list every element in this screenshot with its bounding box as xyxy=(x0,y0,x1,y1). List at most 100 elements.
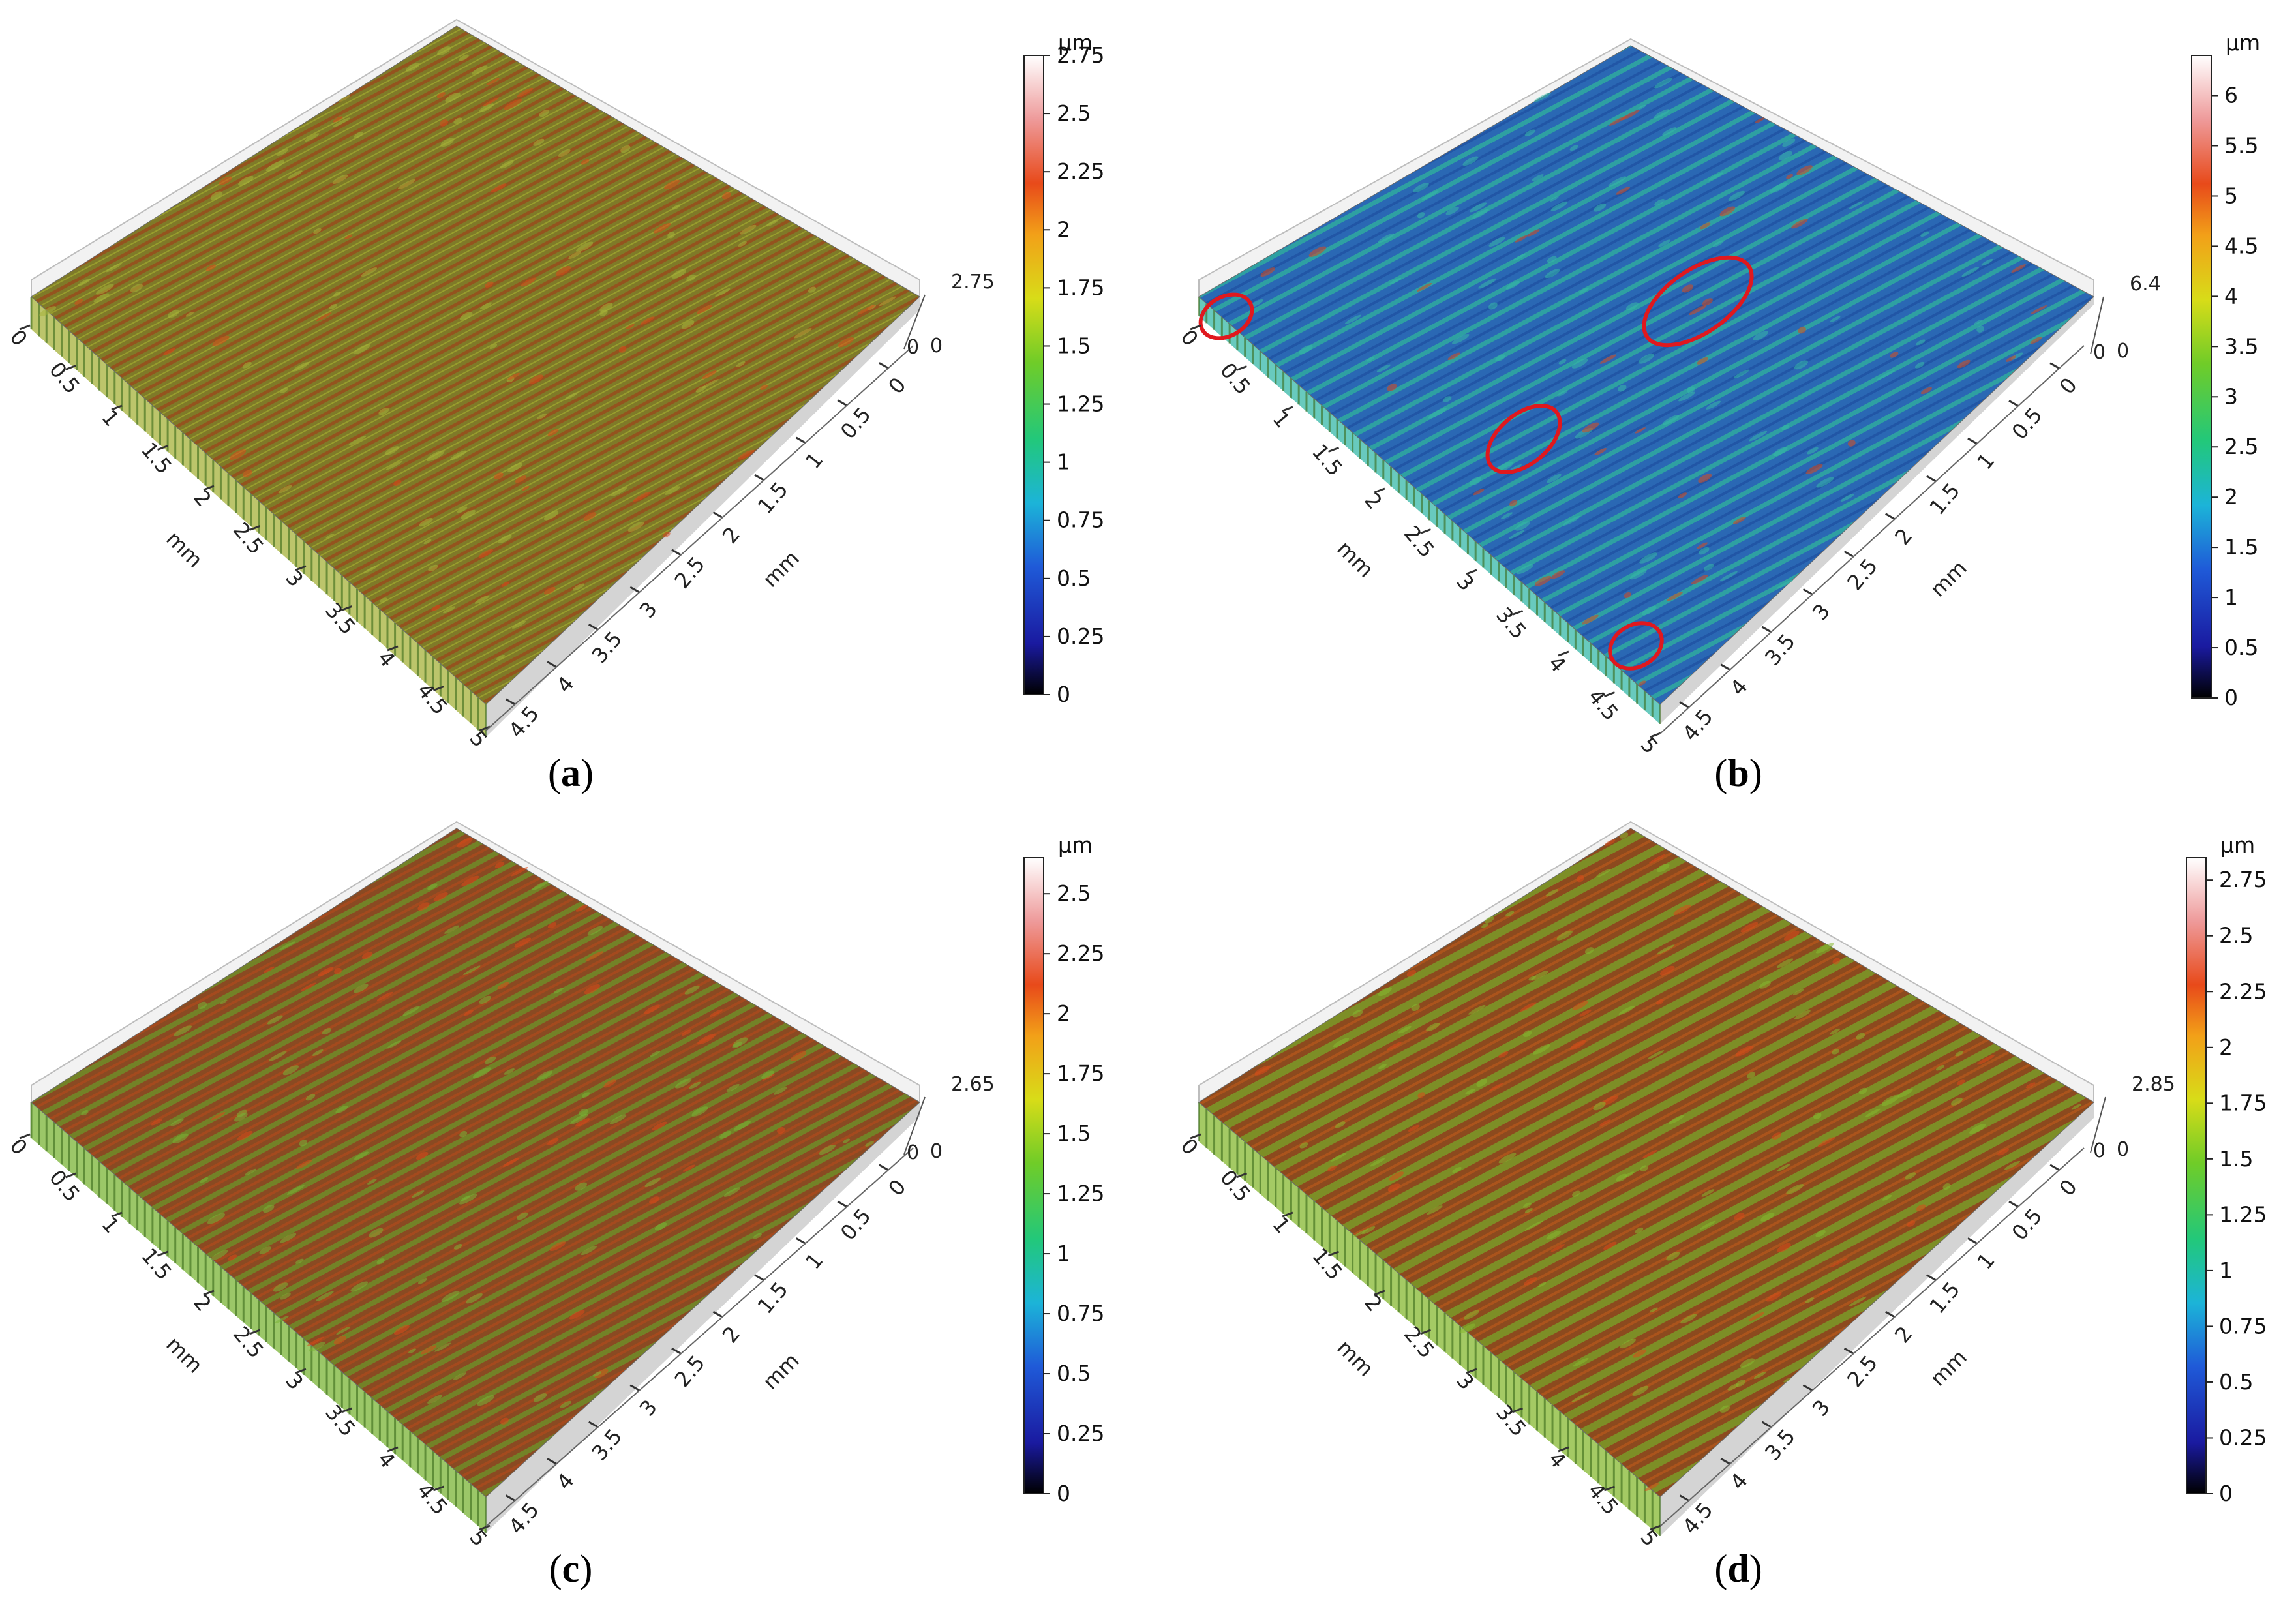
surface-texture-mark xyxy=(2006,355,2017,362)
surface-texture-mark xyxy=(279,941,295,951)
x-axis-tick xyxy=(1190,1133,1201,1140)
surface-texture-mark xyxy=(575,1182,587,1191)
x-axis-tick-label: 5 xyxy=(1635,732,1663,759)
surface-texture-mark xyxy=(444,925,460,934)
y-axis-tick xyxy=(629,1384,641,1391)
y-axis-tick xyxy=(1679,1494,1689,1502)
surface-texture-mark xyxy=(434,1342,451,1352)
x-axis-tick xyxy=(387,1446,399,1453)
surface-texture-mark xyxy=(1667,592,1683,601)
surface-texture-mark xyxy=(667,232,675,239)
y-axis-line xyxy=(1659,1147,2085,1527)
surface-texture-mark xyxy=(460,509,476,520)
surface-texture-mark xyxy=(1361,1226,1376,1235)
surface-texture-mark xyxy=(1749,1312,1764,1321)
colorbar-tick-label: 1 xyxy=(1057,1241,1070,1266)
surface-texture-mark xyxy=(1408,1124,1420,1132)
surface-texture-mark xyxy=(1608,176,1627,187)
surface-texture-mark xyxy=(1847,440,1856,447)
y-axis-origin-label: 0 xyxy=(907,336,919,359)
surface-texture-mark xyxy=(1389,1171,1404,1181)
surface-texture-mark xyxy=(1654,109,1670,119)
surface-texture-mark xyxy=(521,277,537,287)
surface-texture-mark xyxy=(740,224,757,235)
surface-texture-mark xyxy=(1656,863,1670,873)
surface-texture-mark xyxy=(2071,1104,2081,1110)
x-axis-tick-label: 0 xyxy=(5,1134,32,1160)
surface-texture-mark xyxy=(879,296,896,307)
y-axis-tick xyxy=(629,586,641,594)
x-axis-tick xyxy=(1419,528,1432,534)
surface-texture-mark xyxy=(1766,1292,1782,1302)
surface-texture-mark xyxy=(761,1070,774,1079)
surface-texture-mark xyxy=(671,204,681,210)
surface-texture-mark xyxy=(1920,231,1929,237)
y-axis-tick-label: 2.5 xyxy=(670,1351,710,1392)
colorbar-tick-label: 5 xyxy=(2224,183,2238,208)
surface-texture-mark xyxy=(2011,264,2027,273)
surface-texture-mark xyxy=(583,512,597,521)
surface-texture-mark xyxy=(640,316,655,325)
surface-texture-mark xyxy=(417,1278,427,1284)
z-axis-max-label: 2.65 xyxy=(951,1073,995,1096)
surface-texture-mark xyxy=(322,1028,332,1035)
x-axis-tick xyxy=(1374,487,1385,494)
y-axis-tick-label: 1.5 xyxy=(753,1277,793,1318)
surface-texture-mark xyxy=(1545,268,1560,279)
surface-texture-mark xyxy=(627,521,644,532)
surface-texture-mark xyxy=(1639,552,1657,564)
surface-texture-mark xyxy=(620,145,631,153)
y-axis-tick-label: 4 xyxy=(1725,674,1753,701)
surface-texture-mark xyxy=(581,1092,590,1098)
surface-texture-mark xyxy=(1792,989,1804,996)
surface-texture-mark xyxy=(1935,1064,1945,1071)
surface-texture-mark xyxy=(459,1194,477,1205)
surface-texture-mark xyxy=(549,1241,566,1252)
surface-texture-mark xyxy=(603,1079,616,1088)
surface-texture-mark xyxy=(1916,339,1926,346)
surface-texture-mark xyxy=(1335,1121,1346,1128)
surface-texture-mark xyxy=(1376,364,1391,372)
surface-texture-mark xyxy=(697,1033,716,1045)
defect-highlight-ellipse xyxy=(1642,255,1754,348)
surface-texture-mark xyxy=(1426,1023,1440,1032)
surface-texture-mark xyxy=(280,1233,297,1243)
x-axis-tick-label: 0.5 xyxy=(1215,358,1256,399)
surface-texture-mark xyxy=(463,965,481,975)
surface-texture-mark xyxy=(1556,930,1573,941)
surface-texture-mark xyxy=(1981,258,1993,266)
colorbar-tick-label: 2 xyxy=(1057,217,1070,242)
surface-texture-mark xyxy=(738,241,747,247)
colorbar-tick-label: 1 xyxy=(2224,584,2238,610)
surface-texture-mark xyxy=(267,1015,283,1025)
surface-texture-mark xyxy=(1398,1025,1412,1034)
surface-texture-mark xyxy=(1654,78,1673,89)
surface-texture-mark xyxy=(1955,1051,1964,1057)
surface-texture-mark xyxy=(461,875,479,886)
surface-texture-mark xyxy=(211,1111,226,1121)
surface-texture-mark xyxy=(307,1336,324,1346)
surface-texture-mark xyxy=(280,1293,291,1300)
surface-texture-mark xyxy=(1753,1372,1766,1380)
surface-texture-mark xyxy=(295,1258,304,1264)
surface-texture-mark xyxy=(1462,156,1479,166)
surface-texture-mark xyxy=(1897,1088,1913,1098)
surface-texture-mark xyxy=(1417,1092,1425,1098)
surface-texture-mark xyxy=(489,344,498,349)
surface-texture-mark xyxy=(1488,302,1498,310)
surface-texture-mark xyxy=(1579,288,1589,294)
y-axis-tick xyxy=(712,1310,723,1318)
surface-texture-mark xyxy=(1760,1213,1775,1222)
y-axis-tick xyxy=(1884,513,1896,521)
x-axis-tick xyxy=(1650,1524,1661,1531)
surface-texture-mark xyxy=(643,1004,660,1015)
panel-d: 00.511.522.533.544.55mm00.511.522.533.54… xyxy=(1175,821,2267,1590)
surface-texture-mark xyxy=(663,179,680,190)
surface-texture-mark xyxy=(362,951,373,959)
surface-texture-mark xyxy=(367,1179,377,1185)
surface-texture-mark xyxy=(170,1118,184,1126)
surface-texture-mark xyxy=(1830,316,1841,322)
surface-texture-mark xyxy=(1647,1050,1665,1060)
surface-texture-mark xyxy=(1698,547,1710,555)
surface-texture-mark xyxy=(1459,1323,1475,1334)
